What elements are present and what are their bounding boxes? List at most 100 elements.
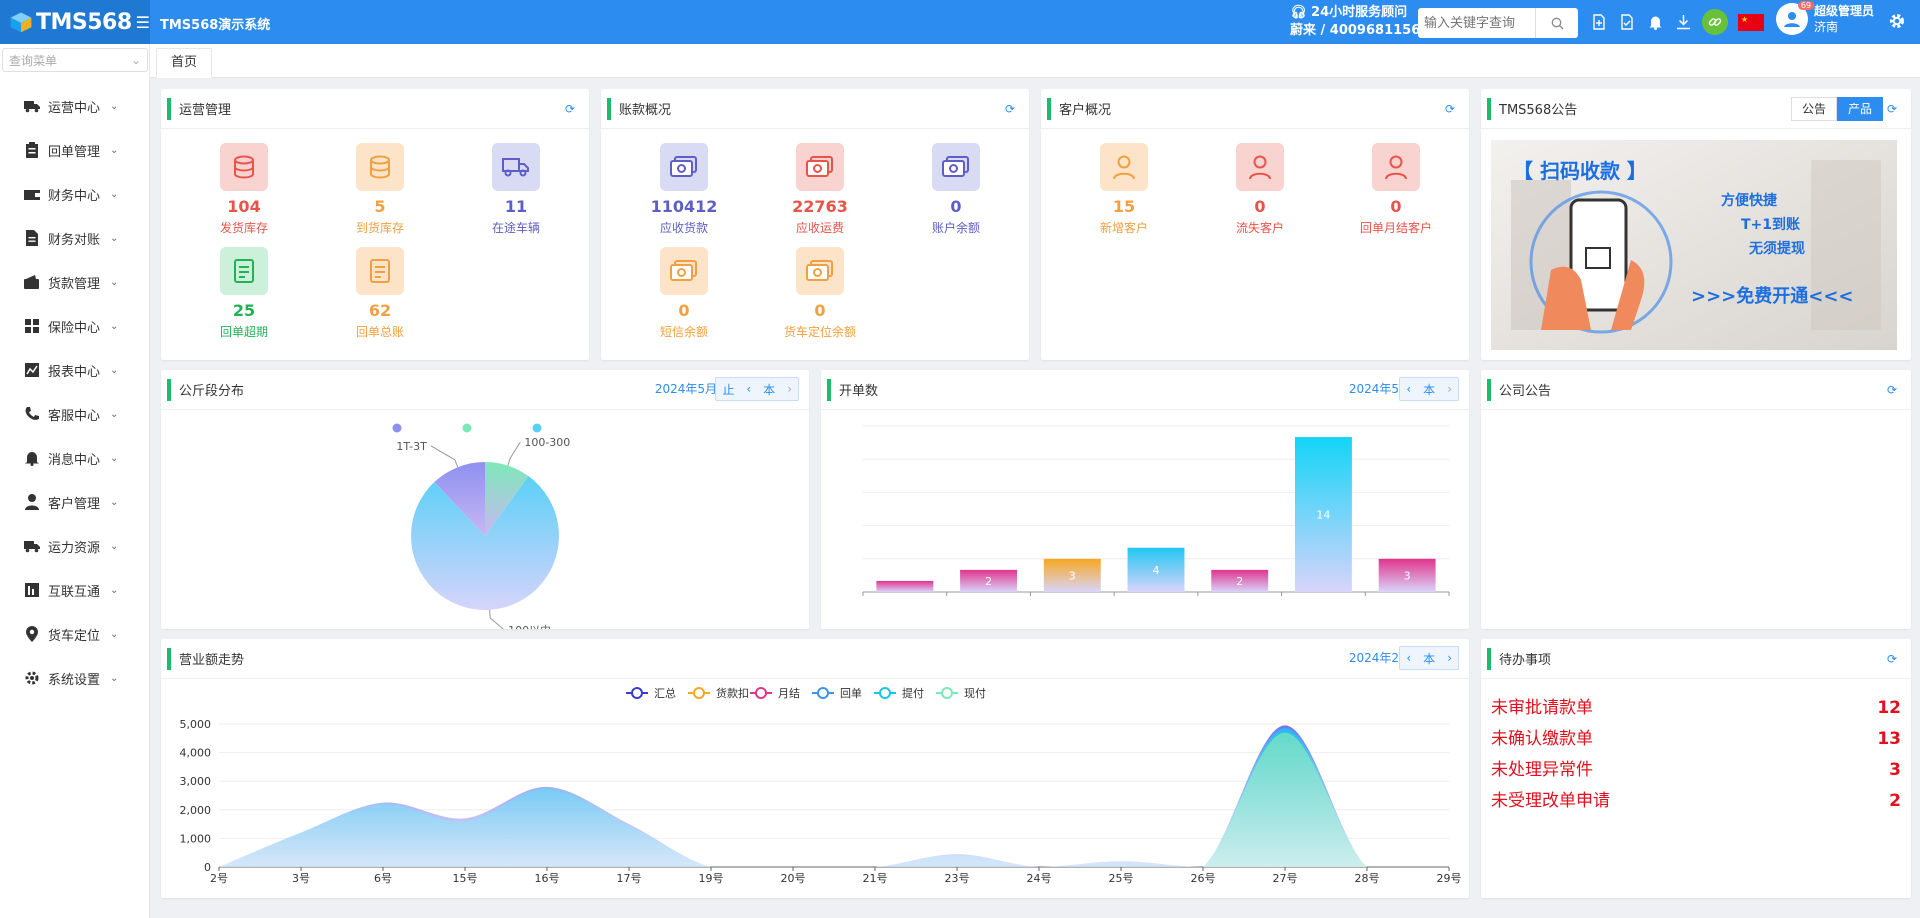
area-series[interactable] [219,732,1449,867]
stat-item[interactable]: 0 短信余额 [624,247,744,340]
user-icon [1372,143,1420,191]
refresh-icon[interactable]: ⟳ [565,102,576,116]
pie-slice[interactable] [485,462,529,536]
sidebar-item[interactable]: 客服中心 ⌄ [0,392,149,436]
stat-item[interactable]: 25 回单超期 [184,247,304,340]
chevron-right-icon[interactable]: › [1447,651,1452,665]
bar[interactable] [1127,547,1185,592]
headset-icon: 🎧︎ [1290,5,1307,20]
sidebar-item[interactable]: 回单管理 ⌄ [0,128,149,172]
sidebar-item[interactable]: 消息中心 ⌄ [0,436,149,480]
legend-label[interactable]: 月结 [778,687,800,700]
sidebar-item[interactable]: 货款管理 ⌄ [0,260,149,304]
todo-item[interactable]: 未确认缴款单 13 [1491,724,1901,755]
stat-item[interactable]: 110412 应收货款 [624,143,744,236]
legend-marker[interactable] [693,687,705,699]
china-flag-icon[interactable]: ★ [1738,13,1764,31]
file-add-icon[interactable] [1590,13,1608,31]
pie-slice[interactable] [411,476,559,610]
menu-search[interactable]: 查询菜单 ⌄ [2,48,148,72]
legend-dot[interactable] [392,423,402,433]
refresh-icon[interactable]: ⟳ [1445,102,1456,116]
legend-dot[interactable] [532,423,542,433]
stat-item[interactable]: 0 货车定位余额 [760,247,880,340]
sidebar-item[interactable]: 运力资源 ⌄ [0,524,149,568]
bar[interactable] [1294,437,1352,592]
tab-product[interactable]: 产品 [1836,97,1883,121]
hotline[interactable]: 🎧︎ 24小时服务顾问 蔚来 / 4009681156 [1290,4,1420,40]
bar[interactable] [876,580,934,592]
legend-marker[interactable] [631,687,643,699]
user-menu[interactable]: 69 超级管理员 济南 [1776,1,1874,35]
sidebar-item[interactable]: 系统设置 ⌄ [0,656,149,700]
link-icon[interactable] [1702,9,1728,35]
logo[interactable]: TMS568 ☰ [0,0,150,44]
qr-payment-banner[interactable]: 【 扫码收款 】 方便快捷 T+1到账 无须提现 >>>免费开通<<< [1491,140,1897,350]
bar[interactable] [1043,558,1101,592]
current-button[interactable]: 本 [763,382,776,397]
user-icon [1236,143,1284,191]
refresh-icon[interactable]: ⟳ [1005,102,1016,116]
legend-marker[interactable] [941,687,953,699]
tab-home[interactable]: 首页 [156,48,213,78]
stat-item[interactable]: 5 到货库存 [320,143,440,236]
chevron-down-icon: ⌄ [110,276,119,288]
bar[interactable] [1378,558,1436,592]
file-check-icon[interactable] [1618,13,1636,31]
sidebar-item[interactable]: 财务对账 ⌄ [0,216,149,260]
stat-item[interactable]: 0 回单月结客户 [1336,143,1456,236]
sidebar-item[interactable]: 货车定位 ⌄ [0,612,149,656]
legend-label[interactable]: 回单 [840,687,862,700]
legend-marker[interactable] [755,687,767,699]
bar[interactable] [1211,569,1269,592]
chevron-left-icon[interactable]: ‹ [746,382,752,396]
legend-marker[interactable] [817,687,829,699]
menu-toggle-icon[interactable]: ☰ [135,12,150,32]
current-button[interactable]: 本 [1423,651,1436,666]
prev-stop-button[interactable]: 止 [722,382,735,397]
sidebar-item[interactable]: 财务中心 ⌄ [0,172,149,216]
refresh-icon[interactable]: ⟳ [1887,383,1898,397]
stat-item[interactable]: 15 新增客户 [1064,143,1184,236]
sidebar-item[interactable]: 客户管理 ⌄ [0,480,149,524]
stat-value: 25 [232,301,256,320]
sidebar-item[interactable]: 互联互通 ⌄ [0,568,149,612]
chevron-left-icon[interactable]: ‹ [1406,651,1412,665]
refresh-icon[interactable]: ⟳ [1887,102,1898,116]
bar[interactable] [960,569,1018,592]
settings-gear-icon[interactable] [1888,12,1906,34]
stat-item[interactable]: 104 发货库存 [184,143,304,236]
current-button[interactable]: 本 [1423,382,1436,397]
sidebar-item[interactable]: 运营中心 ⌄ [0,84,149,128]
refresh-icon[interactable]: ⟳ [1887,652,1898,666]
todo-item[interactable]: 未审批请款单 12 [1491,693,1901,724]
todo-item[interactable]: 未受理改单申请 2 [1491,786,1901,817]
download-icon[interactable] [1674,13,1692,31]
chevron-right-icon[interactable]: › [1447,382,1452,396]
x-tick-label: 21号 [863,872,888,885]
legend-label[interactable]: 汇总 [654,686,676,700]
bell-icon[interactable] [1646,13,1664,31]
chevron-right-icon[interactable]: › [787,382,792,396]
todo-item[interactable]: 未处理异常件 3 [1491,755,1901,786]
sidebar-item[interactable]: 保险中心 ⌄ [0,304,149,348]
legend-label[interactable]: 货款扣 [716,686,749,700]
x-tick-label: 2号 [210,872,228,885]
tab-notice[interactable]: 公告 [1790,97,1837,121]
pie-slice[interactable] [434,462,485,536]
stat-item[interactable]: 11 在途车辆 [456,143,576,236]
keyword-search-input[interactable] [1418,8,1536,38]
stat-item[interactable]: 0 流失客户 [1200,143,1320,236]
legend-dot[interactable] [462,423,472,433]
search-icon[interactable] [1536,8,1578,38]
area-series[interactable] [219,728,1449,867]
sidebar-item[interactable]: 报表中心 ⌄ [0,348,149,392]
stat-item[interactable]: 22763 应收运费 [760,143,880,236]
legend-label[interactable]: 提付 [902,687,924,700]
avatar[interactable]: 69 [1776,1,1814,35]
stat-item[interactable]: 0 账户余额 [896,143,1016,236]
legend-marker[interactable] [879,687,891,699]
chevron-left-icon[interactable]: ‹ [1406,382,1412,396]
legend-label[interactable]: 现付 [964,687,986,700]
stat-item[interactable]: 62 回单总账 [320,247,440,340]
